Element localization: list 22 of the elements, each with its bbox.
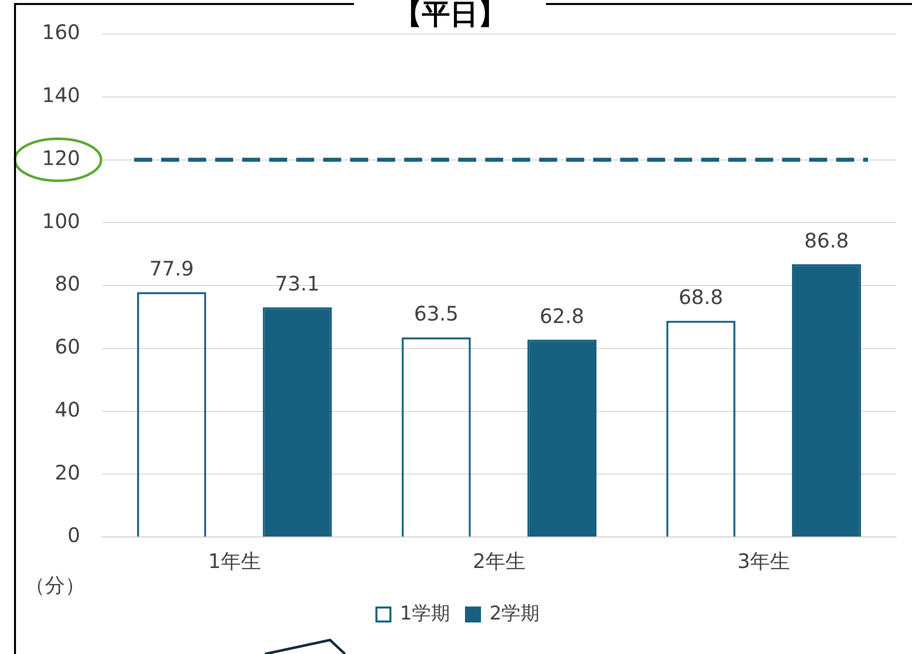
y-tick-label: 40 xyxy=(54,397,80,422)
y-tick-label: 100 xyxy=(42,208,80,233)
data-label: 77.9 xyxy=(149,256,194,280)
data-label: 62.8 xyxy=(540,304,584,328)
legend-label: 1学期 xyxy=(400,602,450,624)
x-tick-label: 2年生 xyxy=(472,549,526,574)
legend-label: 2学期 xyxy=(490,602,540,624)
y-tick-label: 140 xyxy=(42,83,80,108)
x-tick-label: 3年生 xyxy=(737,549,790,574)
data-label: 68.8 xyxy=(678,284,724,309)
y-tick-label: 0 xyxy=(67,523,80,548)
data-label: 63.5 xyxy=(414,302,459,326)
y-tick-label: 160 xyxy=(42,20,80,44)
y-axis-title: （分） xyxy=(25,573,85,598)
y-tick-label: 120 xyxy=(42,146,80,170)
y-tick-label: 80 xyxy=(54,272,80,296)
data-label: 73.1 xyxy=(275,271,320,296)
chart-title: 【平日】 xyxy=(394,0,506,30)
y-tick-label: 20 xyxy=(54,460,80,484)
data-label: 86.8 xyxy=(804,228,849,252)
y-tick-label: 60 xyxy=(54,334,80,359)
x-tick-label: 1年生 xyxy=(208,549,261,574)
